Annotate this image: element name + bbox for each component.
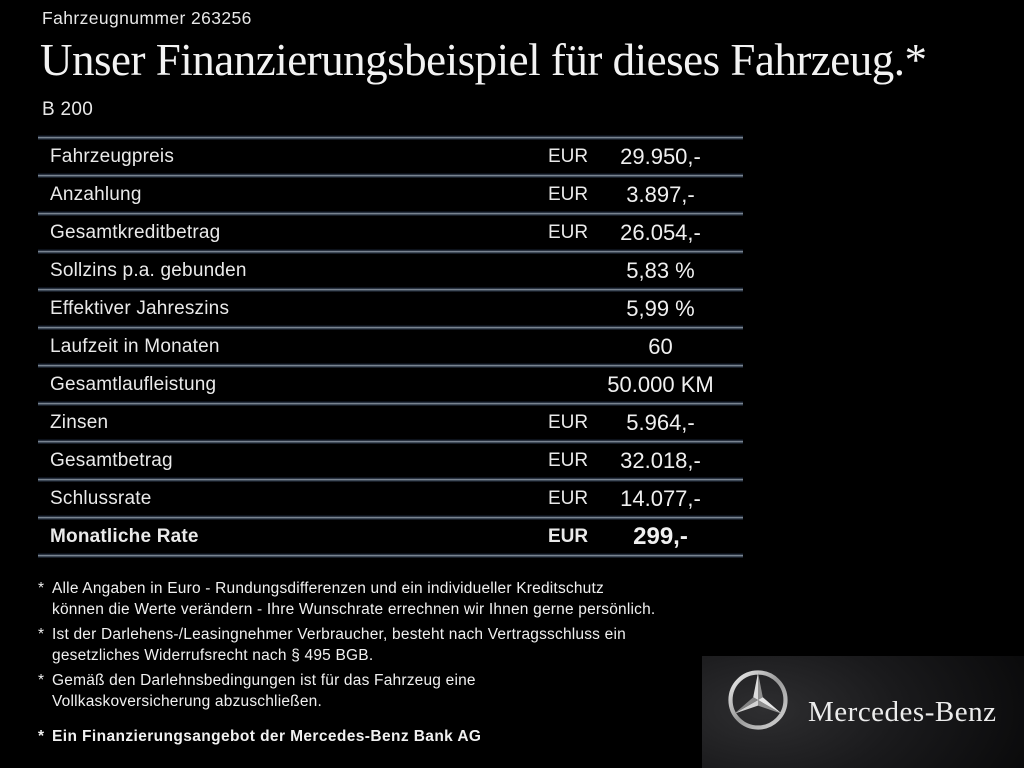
- page-title: Unser Finanzierungsbeispiel für dieses F…: [40, 35, 927, 85]
- table-row: Sollzins p.a. gebunden 5,83 %: [38, 254, 743, 287]
- row-currency: EUR: [548, 183, 589, 205]
- row-label: Anzahlung: [50, 183, 142, 205]
- footnote-line: Vollkaskoversicherung abzuschließen.: [52, 693, 322, 710]
- table-row: Schlussrate EUR 14.077,-: [38, 482, 743, 515]
- table-row: Zinsen EUR 5.964,-: [38, 406, 743, 439]
- table-row: Anzahlung EUR 3.897,-: [38, 178, 743, 211]
- table-separator: [38, 135, 743, 140]
- footnote: * Ist der Darlehens-/Leasingnehmer Verbr…: [38, 624, 655, 666]
- table-row: Laufzeit in Monaten 60: [38, 330, 743, 363]
- row-currency: EUR: [548, 525, 589, 547]
- table-separator: [38, 287, 743, 292]
- table-separator: [38, 401, 743, 406]
- row-value: 5,83 %: [626, 257, 695, 283]
- footnote-line: Alle Angaben in Euro - Rundungsdifferenz…: [52, 580, 604, 597]
- row-currency: EUR: [548, 487, 589, 509]
- row-label: Effektiver Jahreszins: [50, 297, 230, 319]
- table-separator: [38, 363, 743, 368]
- row-value: 5,99 %: [626, 295, 695, 321]
- row-label: Monatliche Rate: [50, 525, 199, 547]
- footnote-bank-offer: * Ein Finanzierungsangebot der Mercedes-…: [38, 726, 655, 747]
- brand-name: Mercedes-Benz: [808, 695, 997, 728]
- row-currency: EUR: [548, 221, 589, 243]
- footnote-line: Ein Finanzierungsangebot der Mercedes-Be…: [52, 728, 482, 745]
- row-value: 50.000 KM: [607, 371, 714, 397]
- row-value: 14.077,-: [620, 485, 701, 511]
- row-value: 60: [648, 333, 673, 359]
- mercedes-star-icon: [726, 668, 790, 732]
- row-value: 3.897,-: [626, 181, 695, 207]
- table-row: Effektiver Jahreszins 5,99 %: [38, 292, 743, 325]
- table-row: Gesamtkreditbetrag EUR 26.054,-: [38, 216, 743, 249]
- financing-table: Fahrzeugpreis EUR 29.950,- Anzahlung EUR…: [38, 135, 743, 558]
- model-name: B 200: [42, 99, 94, 120]
- table-separator: [38, 173, 743, 178]
- footnote: * Alle Angaben in Euro - Rundungsdiffere…: [38, 578, 655, 620]
- table-separator: [38, 249, 743, 254]
- table-row: Gesamtlaufleistung 50.000 KM: [38, 368, 743, 401]
- row-label: Gesamtlaufleistung: [50, 373, 217, 395]
- table-separator: [38, 439, 743, 444]
- row-label: Zinsen: [50, 411, 109, 433]
- row-label: Gesamtkreditbetrag: [50, 221, 221, 243]
- asterisk-marker: *: [38, 728, 45, 745]
- row-value: 299,-: [633, 522, 688, 550]
- row-currency: EUR: [548, 145, 589, 167]
- table-separator: [38, 325, 743, 330]
- footnote-line: Gemäß den Darlehnsbedingungen ist für da…: [52, 672, 476, 689]
- footnote-line: Ist der Darlehens-/Leasingnehmer Verbrau…: [52, 626, 626, 643]
- footnotes: * Alle Angaben in Euro - Rundungsdiffere…: [38, 578, 655, 751]
- footnote: * Gemäß den Darlehnsbedingungen ist für …: [38, 670, 655, 712]
- table-separator: [38, 553, 743, 558]
- row-label: Fahrzeugpreis: [50, 145, 175, 167]
- table-separator: [38, 515, 743, 520]
- row-currency: EUR: [548, 411, 589, 433]
- asterisk-marker: *: [38, 672, 45, 689]
- asterisk-marker: *: [38, 580, 45, 597]
- footnote-line: gesetzliches Widerrufsrecht nach § 495 B…: [52, 647, 374, 664]
- footnote-line: können die Werte verändern - Ihre Wunsch…: [52, 601, 656, 618]
- row-value: 5.964,-: [626, 409, 695, 435]
- table-row-monthly-rate: Monatliche Rate EUR 299,-: [38, 520, 743, 553]
- table-separator: [38, 211, 743, 216]
- table-row: Fahrzeugpreis EUR 29.950,-: [38, 140, 743, 173]
- row-currency: EUR: [548, 449, 589, 471]
- row-label: Gesamtbetrag: [50, 449, 173, 471]
- vehicle-number: Fahrzeugnummer 263256: [42, 8, 252, 28]
- table-separator: [38, 477, 743, 482]
- table-row: Gesamtbetrag EUR 32.018,-: [38, 444, 743, 477]
- row-label: Sollzins p.a. gebunden: [50, 259, 247, 281]
- row-value: 29.950,-: [620, 143, 701, 169]
- row-value: 32.018,-: [620, 447, 701, 473]
- row-value: 26.054,-: [620, 219, 701, 245]
- row-label: Schlussrate: [50, 487, 152, 509]
- asterisk-marker: *: [38, 626, 45, 643]
- brand-box: Mercedes-Benz: [702, 656, 1024, 768]
- row-label: Laufzeit in Monaten: [50, 335, 220, 357]
